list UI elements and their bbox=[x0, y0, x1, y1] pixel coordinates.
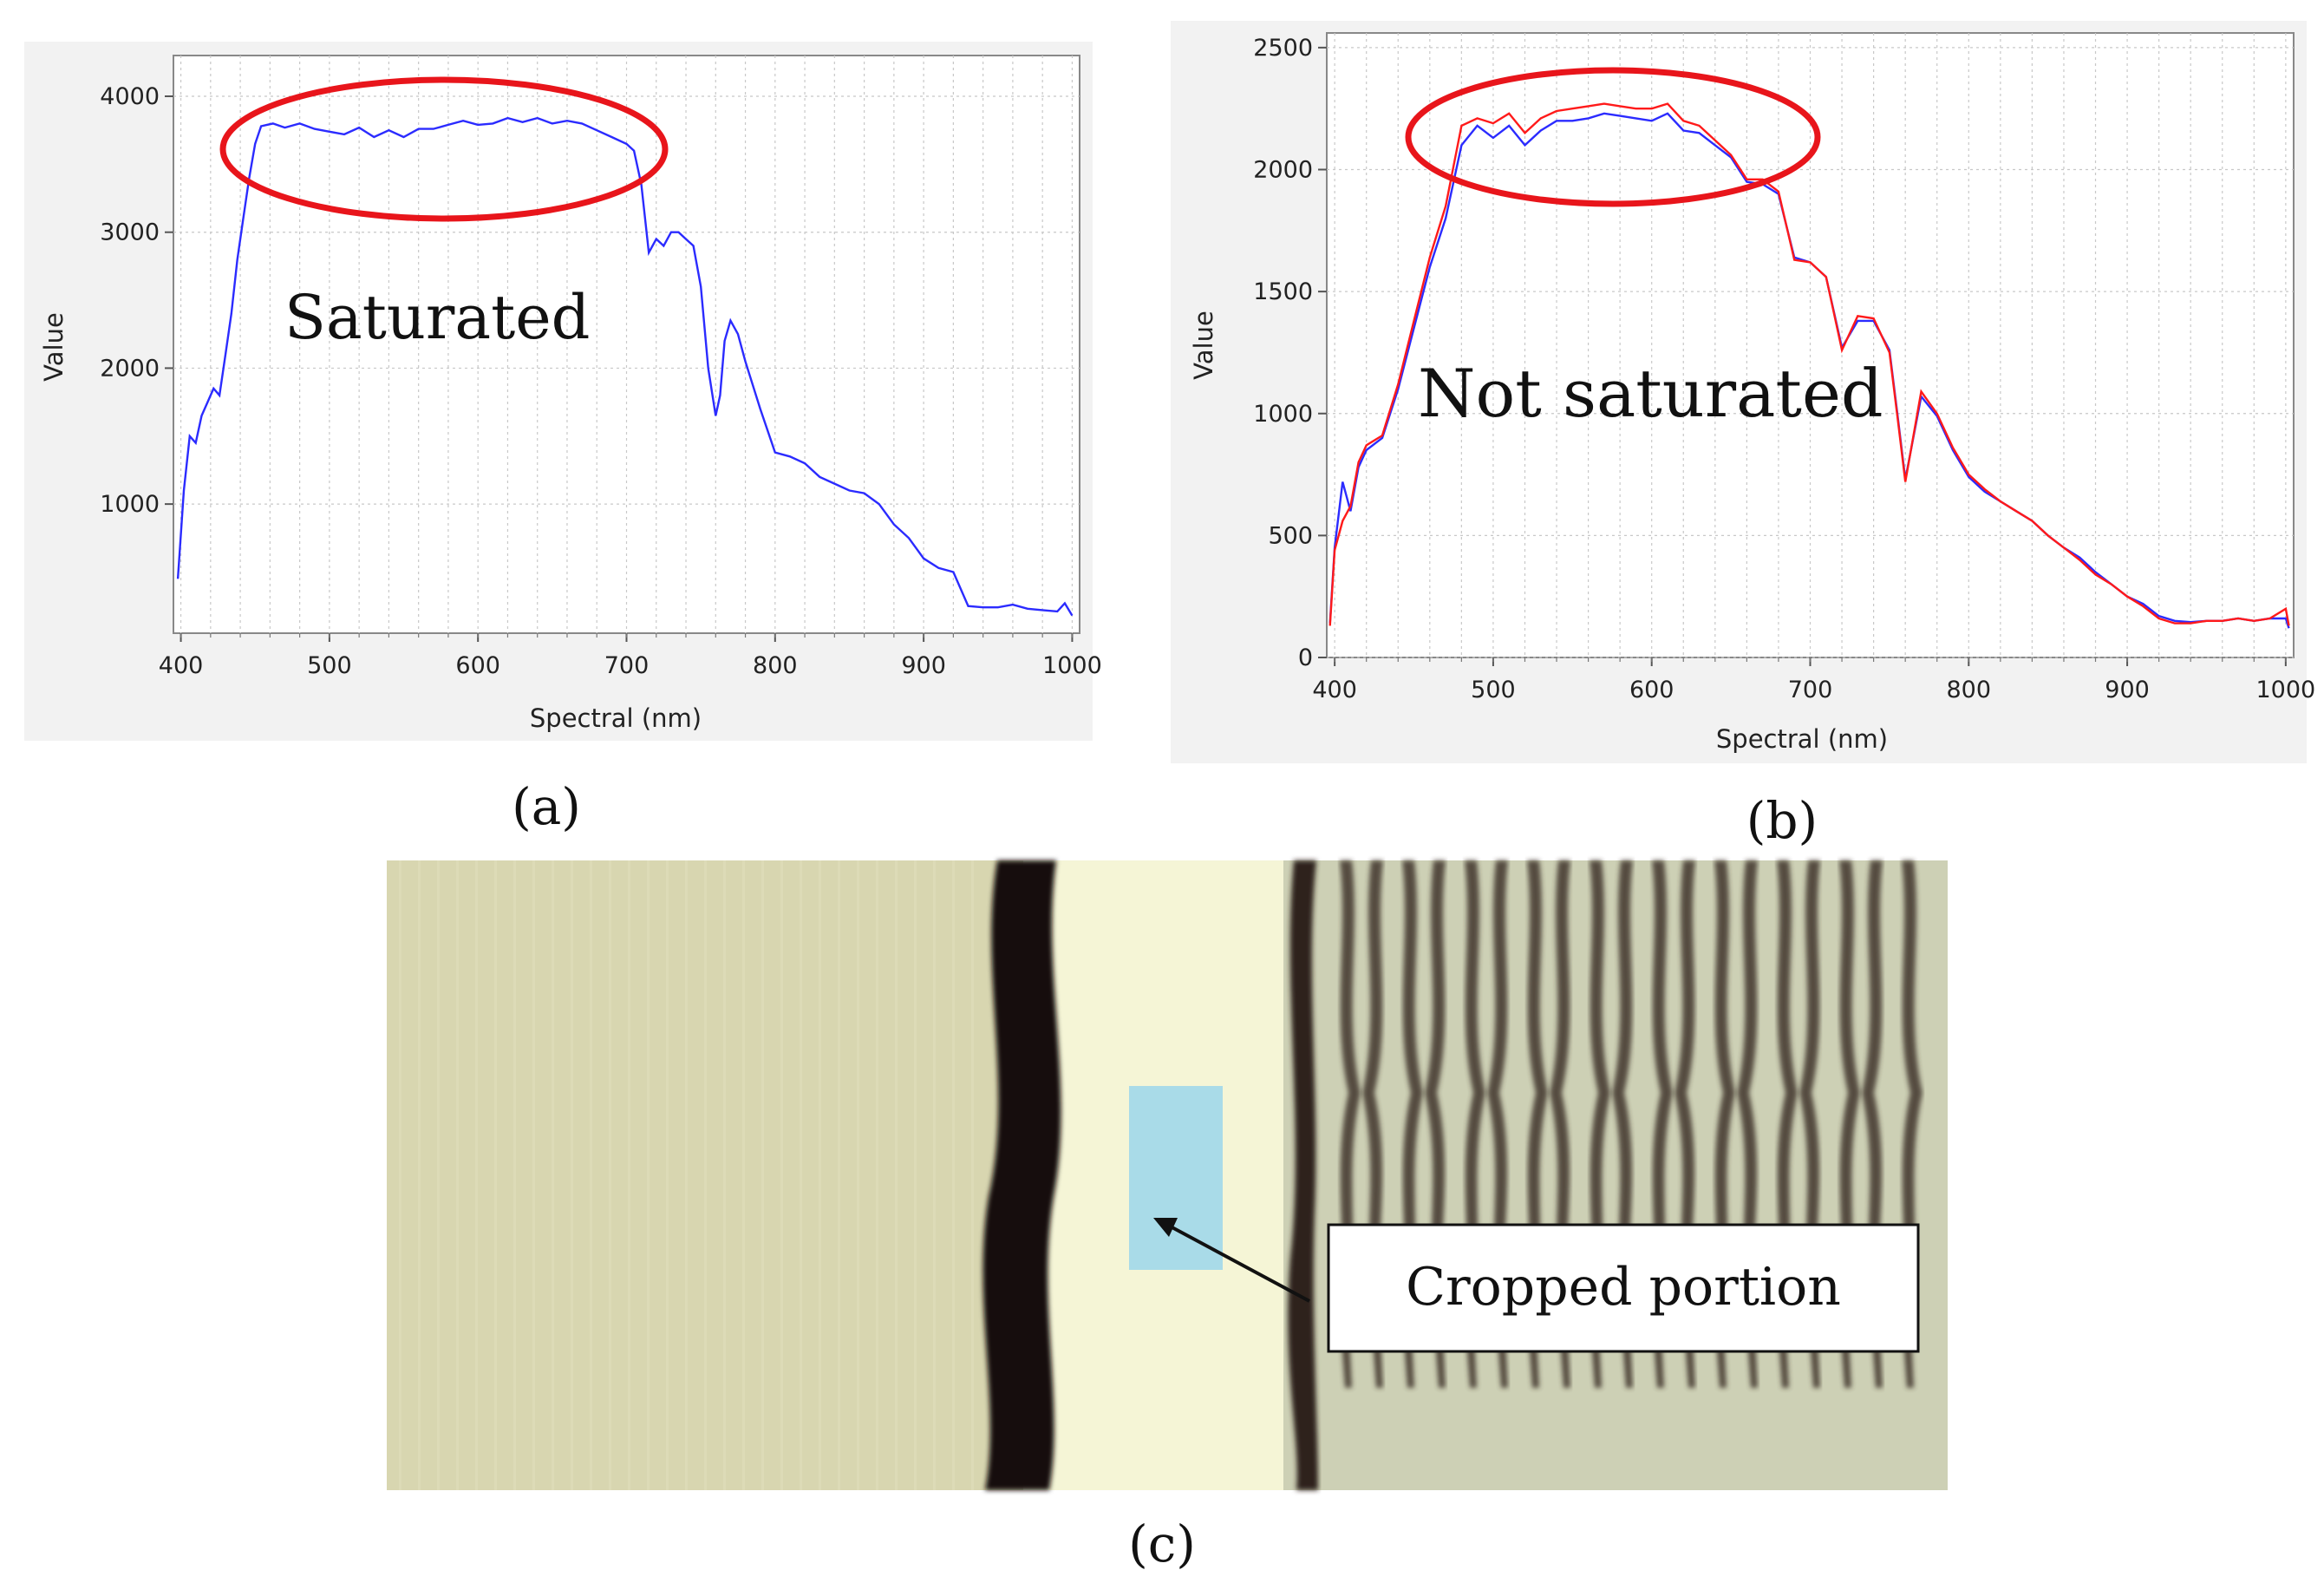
fine-stripe bbox=[723, 860, 726, 1490]
callout-box bbox=[1327, 1223, 1920, 1353]
chart-b-y-tick-label: 2000 bbox=[1253, 157, 1313, 184]
chart-b-series-2-line bbox=[1328, 102, 2290, 626]
not-saturated-ellipse bbox=[1405, 67, 1821, 207]
chart-b-x-tick-label: 600 bbox=[1629, 677, 1674, 703]
fine-stripe bbox=[628, 860, 630, 1490]
panel-label-a: (a) bbox=[512, 777, 581, 836]
chart-b-x-tick-label: 800 bbox=[1947, 677, 1992, 703]
callout-arrow-line bbox=[1166, 1223, 1310, 1303]
fine-stripe bbox=[456, 860, 459, 1490]
chart-b-y-tick-label: 1000 bbox=[1253, 401, 1313, 428]
chart-a-y-tick-label: 4000 bbox=[100, 83, 160, 110]
chart-b-x-tick-label: 700 bbox=[1788, 677, 1833, 703]
chart-b-x-tick-label: 500 bbox=[1471, 677, 1516, 703]
fine-stripe bbox=[552, 860, 554, 1490]
chart-a-y-tick-label: 2000 bbox=[100, 355, 160, 382]
chart-a-y-label: Value bbox=[39, 312, 69, 382]
chart-b-y-tick-label: 0 bbox=[1298, 644, 1313, 671]
callout-arrow-head bbox=[1153, 1218, 1178, 1237]
image-strip: Cropped portion bbox=[387, 860, 1948, 1490]
fine-stripe bbox=[399, 860, 401, 1490]
chart-a-ticks: 400 500 600 700 800 900 1000 1000 2000 3000 4000 bbox=[100, 83, 1102, 679]
fine-stripe bbox=[704, 860, 707, 1490]
panel-label-b: (b) bbox=[1746, 791, 1818, 850]
chart-a-x-tick-label: 600 bbox=[455, 652, 500, 679]
saturation-ellipse bbox=[219, 76, 669, 222]
fine-stripe bbox=[761, 860, 764, 1490]
chart-a-x-tick-label: 500 bbox=[307, 652, 352, 679]
chart-b-ticks: 400 500 600 700 800 900 1000 0 500 1000 1500 2000 25… bbox=[1253, 35, 2315, 703]
fine-stripe bbox=[609, 860, 611, 1490]
callout-label: Cropped portion bbox=[1406, 1257, 1841, 1318]
annotation-not-saturated: Not saturated bbox=[1418, 355, 1883, 432]
striped-region bbox=[1283, 860, 1948, 1490]
fine-stripe bbox=[971, 860, 974, 1490]
chart-a-x-tick-label: 900 bbox=[901, 652, 946, 679]
fine-stripe bbox=[571, 860, 573, 1490]
chart-b-x-tick-label: 1000 bbox=[2256, 677, 2316, 703]
fine-stripe bbox=[494, 860, 497, 1490]
fine-stripe bbox=[952, 860, 955, 1490]
chart-a-x-tick-label: 700 bbox=[604, 652, 650, 679]
chart-a-x-label: Spectral (nm) bbox=[530, 703, 702, 733]
fine-stripe bbox=[780, 860, 783, 1490]
dark-band bbox=[982, 860, 1061, 1490]
panel-label-c: (c) bbox=[1128, 1514, 1196, 1573]
chart-b-y-label: Value bbox=[1189, 311, 1218, 380]
chart-b-y-tick-label: 2500 bbox=[1253, 35, 1313, 62]
fine-stripe bbox=[895, 860, 898, 1490]
fine-stripe bbox=[933, 860, 936, 1490]
fine-stripe bbox=[437, 860, 440, 1490]
chart-b-y-tick-label: 500 bbox=[1268, 522, 1313, 549]
chart-b-x-tick-label: 900 bbox=[2105, 677, 2150, 703]
cropped-region bbox=[1129, 1086, 1223, 1270]
fine-stripe bbox=[857, 860, 859, 1490]
chart-b: 400 500 600 700 800 900 1000 0 500 1000 1500 2000 25… bbox=[1171, 21, 2315, 763]
chart-a-x-tick-label: 400 bbox=[159, 652, 204, 679]
fine-stripe bbox=[475, 860, 478, 1490]
fine-stripe bbox=[590, 860, 592, 1490]
chart-b-x-tick-label: 400 bbox=[1312, 677, 1357, 703]
fine-stripe bbox=[914, 860, 917, 1490]
fine-stripe bbox=[647, 860, 650, 1490]
chart-a-x-tick-label: 1000 bbox=[1042, 652, 1102, 679]
chart-b-y-tick-label: 1500 bbox=[1253, 278, 1313, 305]
fine-stripe bbox=[819, 860, 821, 1490]
fine-stripe bbox=[532, 860, 535, 1490]
fine-stripe bbox=[838, 860, 840, 1490]
fine-stripe bbox=[418, 860, 421, 1490]
chart-a-y-tick-label: 1000 bbox=[100, 491, 160, 518]
fine-stripe bbox=[513, 860, 516, 1490]
chart-b-grid bbox=[1327, 33, 2294, 658]
chart-a-x-tick-label: 800 bbox=[753, 652, 798, 679]
edge-band bbox=[1288, 860, 1318, 1490]
chart-a: 400 500 600 700 800 900 1000 1000 2000 3000 4000 S… bbox=[24, 42, 1102, 741]
chart-a-y-tick-label: 3000 bbox=[100, 219, 160, 246]
fine-stripe bbox=[742, 860, 745, 1490]
annotation-saturated: Saturated bbox=[284, 282, 590, 353]
chart-a-grid bbox=[173, 56, 1080, 633]
fine-stripes bbox=[399, 860, 974, 1490]
fine-stripe bbox=[876, 860, 878, 1490]
chart-a-series-line bbox=[176, 116, 1074, 617]
fine-stripe bbox=[685, 860, 688, 1490]
fine-stripe bbox=[800, 860, 802, 1490]
chart-b-x-label: Spectral (nm) bbox=[1716, 724, 1888, 754]
fine-stripe bbox=[666, 860, 669, 1490]
